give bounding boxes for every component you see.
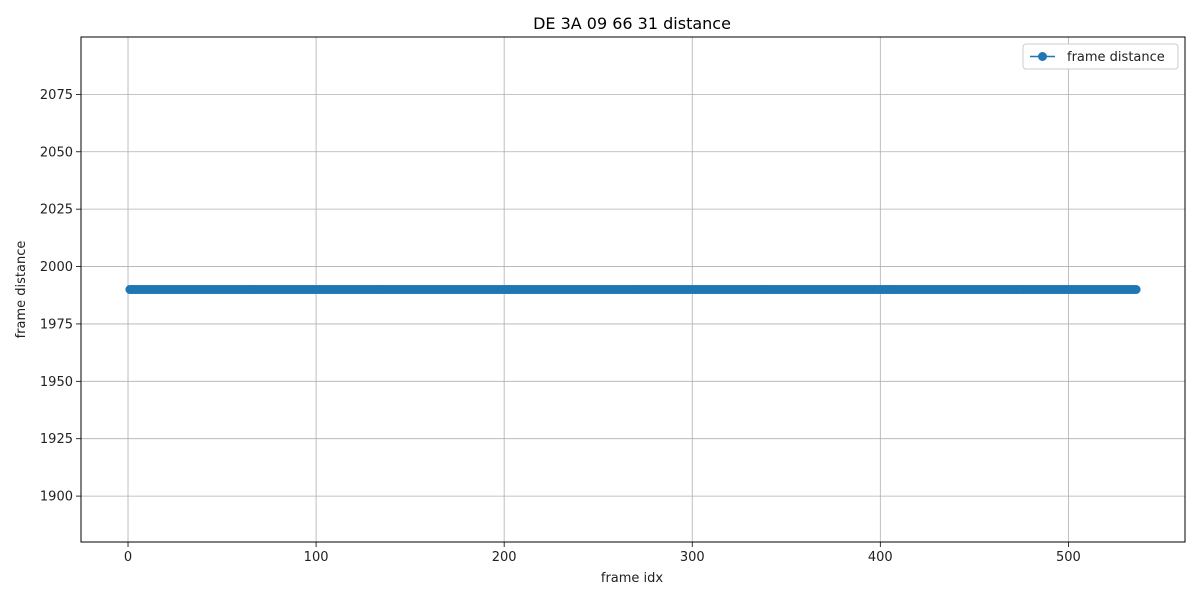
y-tick-label: 1975 (40, 317, 73, 332)
legend: frame distance (1022, 43, 1179, 70)
data-point (1131, 285, 1141, 294)
chart-title: DE 3A 09 66 31 distance (533, 14, 731, 33)
legend-box (1022, 43, 1179, 70)
y-tick-label: 2050 (40, 145, 73, 160)
x-tick-label: 200 (492, 550, 517, 565)
x-axis-ticks: 0 100 200 300 400 500 (124, 542, 1081, 565)
x-tick-label: 400 (868, 550, 893, 565)
y-tick-label: 1900 (40, 490, 73, 505)
y-tick-label: 2000 (40, 260, 73, 275)
legend-marker-swatch (1038, 52, 1047, 61)
x-tick-label: 500 (1056, 550, 1081, 565)
y-tick-label: 2025 (40, 203, 73, 218)
y-tick-label: 2075 (40, 88, 73, 103)
y-tick-label: 1950 (40, 375, 73, 390)
y-axis-label: frame distance (14, 241, 29, 339)
y-tick-label: 1925 (40, 432, 73, 447)
x-tick-label: 100 (304, 550, 329, 565)
legend-label-frame-distance: frame distance (1067, 50, 1165, 65)
plot-area-frame (80, 36, 1186, 543)
series-frame-distance (125, 285, 1141, 294)
y-axis-ticks: 1900 1925 1950 1975 2000 2025 2050 2075 (40, 88, 81, 505)
x-tick-label: 300 (680, 550, 705, 565)
x-tick-label: 0 (124, 550, 132, 565)
x-axis-label: frame idx (601, 571, 664, 586)
